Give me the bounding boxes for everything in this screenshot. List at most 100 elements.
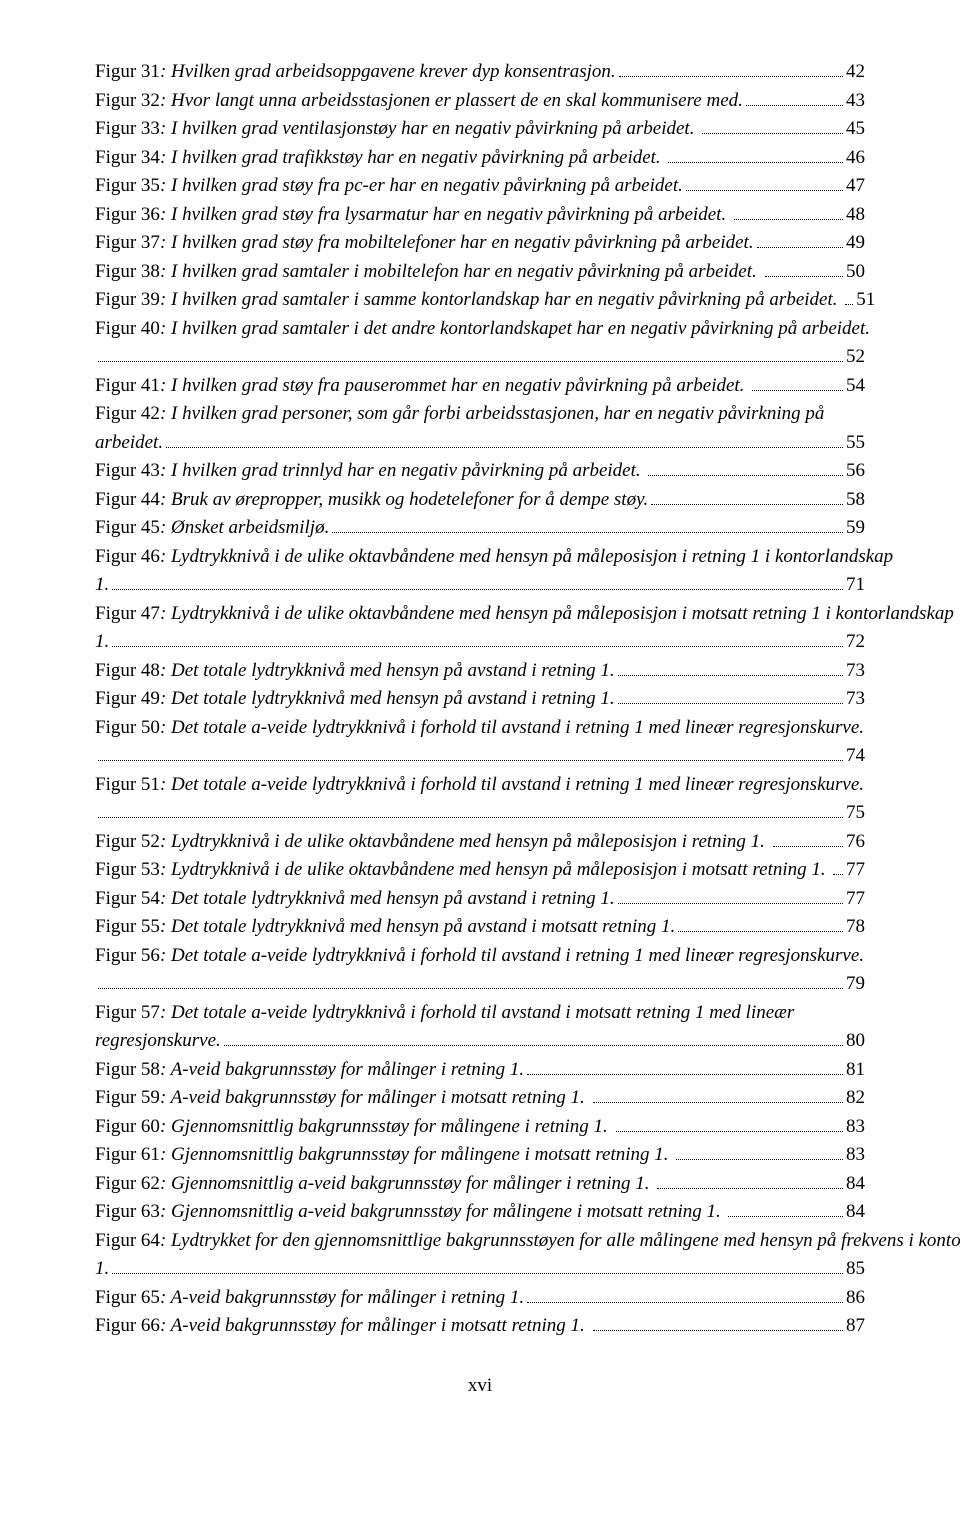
toc-entry: Figur 32: Hvor langt unna arbeidsstasjon…	[95, 87, 865, 116]
toc-leader-dots	[112, 1257, 843, 1274]
toc-entry: Figur 55: Det totale lydtrykknivå med he…	[95, 913, 865, 942]
toc-entry-label: Figur 53: Lydtrykknivå i de ulike oktavb…	[95, 856, 830, 885]
toc-entry-continuation: regresjonskurve. 80	[95, 1027, 865, 1056]
toc-entry: Figur 62: Gjennomsnittlig a-veid bakgrun…	[95, 1170, 865, 1199]
toc-page-number: 79	[846, 970, 865, 999]
toc-page-number: 49	[846, 229, 865, 258]
toc-leader-dots	[728, 1200, 843, 1217]
toc-entry: Figur 41: I hvilken grad støy fra pauser…	[95, 372, 865, 401]
toc-entry-label: Figur 51: Det totale a-veide lydtrykkniv…	[95, 771, 864, 800]
toc-page-number: 59	[846, 514, 865, 543]
toc-entry-label: 1.	[95, 1255, 109, 1284]
toc-entry: Figur 61: Gjennomsnittlig bakgrunnsstøy …	[95, 1141, 865, 1170]
toc-entry: Figur 64: Lydtrykket for den gjennomsnit…	[95, 1227, 865, 1256]
toc-entry: Figur 45: Ønsket arbeidsmiljø. 59	[95, 514, 865, 543]
toc-leader-dots	[98, 744, 843, 761]
toc-entry: Figur 47: Lydtrykknivå i de ulike oktavb…	[95, 600, 865, 629]
toc-entry: Figur 52: Lydtrykknivå i de ulike oktavb…	[95, 828, 865, 857]
toc-entry-label: Figur 65: A-veid bakgrunnsstøy for målin…	[95, 1284, 524, 1313]
toc-page-number: 48	[846, 201, 865, 230]
toc-page-number: 55	[846, 429, 865, 458]
toc-page-number: 45	[846, 115, 865, 144]
toc-entry-continuation: 1. 85	[95, 1255, 865, 1284]
toc-entry-label: Figur 57: Det totale a-veide lydtrykkniv…	[95, 999, 794, 1028]
toc-entry-label: Figur 52: Lydtrykknivå i de ulike oktavb…	[95, 828, 770, 857]
toc-entry-continuation: 75	[95, 799, 865, 828]
toc-entry-label: Figur 44: Bruk av ørepropper, musikk og …	[95, 486, 648, 515]
toc-entry-label: Figur 33: I hvilken grad ventilasjonstøy…	[95, 115, 699, 144]
toc-entry: Figur 59: A-veid bakgrunnsstøy for målin…	[95, 1084, 865, 1113]
toc-entry-label: Figur 39: I hvilken grad samtaler i samm…	[95, 286, 842, 315]
toc-page-number: 80	[846, 1027, 865, 1056]
toc-leader-dots	[757, 231, 843, 248]
toc-entry: Figur 63: Gjennomsnittlig a-veid bakgrun…	[95, 1198, 865, 1227]
toc-entry: Figur 40: I hvilken grad samtaler i det …	[95, 315, 865, 344]
toc-entry-label: Figur 55: Det totale lydtrykknivå med he…	[95, 913, 675, 942]
toc-page-number: 42	[846, 58, 865, 87]
page-footer: xvi	[95, 1375, 865, 1397]
toc-leader-dots	[686, 174, 843, 191]
toc-entry-label: Figur 38: I hvilken grad samtaler i mobi…	[95, 258, 762, 287]
toc-leader-dots	[224, 1029, 843, 1046]
toc-entry: Figur 43: I hvilken grad trinnlyd har en…	[95, 457, 865, 486]
toc-entry-label: Figur 49: Det totale lydtrykknivå med he…	[95, 685, 615, 714]
toc-leader-dots	[702, 117, 843, 134]
toc-entry: Figur 35: I hvilken grad støy fra pc-er …	[95, 172, 865, 201]
toc-leader-dots	[648, 459, 843, 476]
toc-entry-continuation: 79	[95, 970, 865, 999]
toc-page-number: 83	[846, 1141, 865, 1170]
toc-leader-dots	[593, 1086, 843, 1103]
toc-page-number: 54	[846, 372, 865, 401]
toc-entry: Figur 36: I hvilken grad støy fra lysarm…	[95, 201, 865, 230]
toc-leader-dots	[765, 259, 844, 276]
toc-page-number: 72	[846, 628, 865, 657]
toc-entry: Figur 57: Det totale a-veide lydtrykkniv…	[95, 999, 865, 1028]
toc-leader-dots	[746, 88, 843, 105]
toc-page-number: 74	[846, 742, 865, 771]
toc-entry-label: Figur 66: A-veid bakgrunnsstøy for målin…	[95, 1312, 590, 1341]
toc-entry-label: Figur 34: I hvilken grad trafikkstøy har…	[95, 144, 665, 173]
toc-entry: Figur 39: I hvilken grad samtaler i samm…	[95, 286, 865, 315]
toc-entry-label: regresjonskurve.	[95, 1027, 221, 1056]
toc-leader-dots	[752, 373, 843, 390]
toc-page-number: 84	[846, 1198, 865, 1227]
toc-entry-label: Figur 62: Gjennomsnittlig a-veid bakgrun…	[95, 1170, 654, 1199]
toc-entry-label: Figur 40: I hvilken grad samtaler i det …	[95, 315, 870, 344]
toc-page-number: 75	[846, 799, 865, 828]
toc-entry-label: Figur 60: Gjennomsnittlig bakgrunnsstøy …	[95, 1113, 613, 1142]
toc-leader-dots	[833, 858, 843, 875]
toc-page-number: 58	[846, 486, 865, 515]
toc-entry-label: Figur 36: I hvilken grad støy fra lysarm…	[95, 201, 731, 230]
toc-entry-label: Figur 35: I hvilken grad støy fra pc-er …	[95, 172, 683, 201]
toc-page-number: 83	[846, 1113, 865, 1142]
toc-entry-label: Figur 56: Det totale a-veide lydtrykkniv…	[95, 942, 864, 971]
toc-entry: Figur 53: Lydtrykknivå i de ulike oktavb…	[95, 856, 865, 885]
toc-leader-dots	[618, 687, 843, 704]
toc-entry-label: Figur 61: Gjennomsnittlig bakgrunnsstøy …	[95, 1141, 673, 1170]
toc-entry-continuation: 52	[95, 343, 865, 372]
toc-leader-dots	[676, 1143, 843, 1160]
toc-entry-label: Figur 46: Lydtrykknivå i de ulike oktavb…	[95, 543, 893, 572]
toc-leader-dots	[651, 487, 843, 504]
toc-entry-label: Figur 58: A-veid bakgrunnsstøy for målin…	[95, 1056, 524, 1085]
toc-leader-dots	[98, 345, 843, 362]
toc-page-number: 47	[846, 172, 865, 201]
toc-page-number: 81	[846, 1056, 865, 1085]
toc-leader-dots	[678, 915, 843, 932]
toc-entry-label: Figur 47: Lydtrykknivå i de ulike oktavb…	[95, 600, 954, 629]
toc-entry-label: Figur 64: Lydtrykket for den gjennomsnit…	[95, 1227, 960, 1256]
toc-page-number: 50	[846, 258, 865, 287]
toc-leader-dots	[618, 658, 843, 675]
toc-leader-dots	[593, 1314, 843, 1331]
toc-entry-continuation: 74	[95, 742, 865, 771]
toc-page-number: 73	[846, 657, 865, 686]
toc-entry: Figur 54: Det totale lydtrykknivå med he…	[95, 885, 865, 914]
toc-entry-label: Figur 41: I hvilken grad støy fra pauser…	[95, 372, 749, 401]
toc-page-number: 87	[846, 1312, 865, 1341]
toc-entry-continuation: 1. 72	[95, 628, 865, 657]
toc-page-number: 52	[846, 343, 865, 372]
toc-entry-label: Figur 50: Det totale a-veide lydtrykkniv…	[95, 714, 864, 743]
toc-entry-label: Figur 48: Det totale lydtrykknivå med he…	[95, 657, 615, 686]
toc-page-number: 77	[846, 856, 865, 885]
toc-leader-dots	[112, 630, 843, 647]
